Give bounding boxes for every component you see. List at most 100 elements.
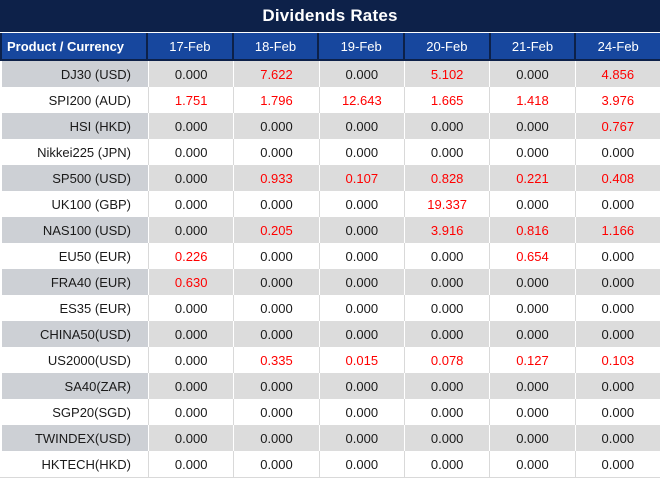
product-cell: UK100 (GBP) (51, 196, 131, 212)
product-cell: EU50 (EUR) (58, 248, 131, 264)
dividend-value-cell: 0.127 (489, 347, 575, 373)
product-cell: SPI200 (AUD) (48, 92, 131, 108)
column-header-date: 18-Feb (231, 33, 318, 59)
dividend-value-cell: 0.000 (403, 399, 490, 425)
dividend-value-cell: 0.221 (489, 165, 575, 191)
dividend-value-cell: 4.856 (574, 61, 660, 87)
dividend-value-cell: 0.335 (233, 347, 319, 373)
dividend-value-cell: 0.000 (318, 139, 404, 165)
column-header-date: 19-Feb (317, 33, 403, 59)
dividend-value-cell: 0.000 (489, 399, 575, 425)
dividend-value-cell: 0.000 (574, 139, 660, 165)
dividend-value-cell: 0.000 (403, 321, 490, 347)
dividend-value-cell: 0.000 (318, 295, 404, 321)
dividend-value-cell: 0.000 (403, 113, 490, 139)
table-row: TWINDEX(USD) 0.000 0.000 0.000 0.000 0.000 0.0… (0, 425, 660, 451)
table-title-text: Dividends Rates (262, 6, 398, 25)
dividend-value-cell: 0.000 (318, 269, 404, 295)
dividend-value-cell: 0.000 (574, 425, 660, 451)
dividend-value-cell: 0.000 (233, 295, 319, 321)
dividend-value-cell: 0.000 (574, 295, 660, 321)
dividend-value-cell: 0.654 (489, 243, 575, 269)
product-cell: TWINDEX(USD) (2, 425, 148, 451)
table-row: EU50 (EUR) 0.226 0.000 0.000 0.000 0.654 0.000 (0, 243, 660, 269)
dividend-value-cell: 0.000 (403, 139, 490, 165)
dividend-value-cell: 0.000 (489, 425, 575, 451)
dividend-value-cell: 0.000 (233, 243, 319, 269)
dividend-value-cell: 1.796 (233, 87, 319, 113)
table-row: SGP20(SGD) 0.000 0.000 0.000 0.000 0.000 0.000 (0, 399, 660, 425)
column-header-date: 21-Feb (488, 33, 575, 59)
dividend-value-cell: 3.976 (574, 87, 660, 113)
dividend-value-cell: 1.166 (574, 217, 660, 243)
dividend-value-cell: 0.000 (403, 269, 490, 295)
dividend-value-cell: 0.000 (148, 321, 234, 347)
dividend-value-cell: 0.408 (574, 165, 660, 191)
dividend-value-cell: 0.933 (233, 165, 319, 191)
table-body: DJ30 (USD) 0.000 7.622 0.000 5.102 0.000 4.856… (0, 61, 660, 477)
dividend-value-cell: 0.000 (233, 425, 319, 451)
dividend-value-cell: 0.000 (148, 113, 234, 139)
dividend-value-cell: 0.000 (318, 217, 404, 243)
product-cell: Nikkei225 (JPN) (37, 144, 131, 160)
table-row: FRA40 (EUR) 0.630 0.000 0.000 0.000 0.000 0.00… (0, 269, 660, 295)
dividend-value-cell: 19.337 (403, 191, 490, 217)
dividend-value-cell: 0.015 (318, 347, 404, 373)
dividend-value-cell: 1.665 (403, 87, 490, 113)
product-cell: SGP20(SGD) (52, 404, 131, 420)
table-row: UK100 (GBP) 0.000 0.000 0.000 19.337 0.000 0.0… (0, 191, 660, 217)
dividend-value-cell: 0.000 (574, 243, 660, 269)
dividend-value-cell: 0.078 (403, 347, 490, 373)
product-cell: FRA40 (EUR) (2, 269, 148, 295)
dividend-value-cell: 0.000 (148, 217, 234, 243)
dividend-value-cell: 0.000 (489, 295, 575, 321)
dividend-value-cell: 1.751 (148, 87, 234, 113)
dividend-value-cell: 1.418 (489, 87, 575, 113)
product-cell: HSI (HKD) (2, 113, 148, 139)
column-header-date: 17-Feb (146, 33, 232, 59)
column-header-product-currency: Product / Currency (0, 33, 146, 59)
dividend-value-cell: 0.000 (148, 425, 234, 451)
dividend-value-cell: 0.107 (318, 165, 404, 191)
dividend-value-cell: 7.622 (233, 61, 319, 87)
dividend-value-cell: 0.000 (403, 295, 490, 321)
dividend-value-cell: 0.000 (148, 373, 234, 399)
dividend-value-cell: 0.000 (489, 61, 575, 87)
dividend-value-cell: 0.000 (318, 243, 404, 269)
dividend-value-cell: 0.000 (403, 243, 490, 269)
dividend-value-cell: 0.000 (148, 399, 234, 425)
table-row: SP500 (USD) 0.000 0.933 0.107 0.828 0.221 0.40… (0, 165, 660, 191)
table-row: SA40(ZAR) 0.000 0.000 0.000 0.000 0.000 0.000 (0, 373, 660, 399)
dividend-value-cell: 0.000 (489, 139, 575, 165)
dividend-value-cell: 0.000 (318, 113, 404, 139)
dividend-value-cell: 0.000 (403, 451, 490, 477)
dividend-value-cell: 0.000 (233, 321, 319, 347)
dividend-value-cell: 0.000 (489, 451, 575, 477)
dividend-value-cell: 0.000 (574, 451, 660, 477)
product-cell: US2000(USD) (47, 352, 131, 368)
table-row: HSI (HKD) 0.000 0.000 0.000 0.000 0.000 0.767 (0, 113, 660, 139)
dividend-value-cell: 0.000 (148, 451, 234, 477)
dividend-value-cell: 0.000 (318, 399, 404, 425)
dividend-value-cell: 0.000 (233, 191, 319, 217)
product-cell: DJ30 (USD) (2, 61, 148, 87)
dividend-value-cell: 0.000 (233, 373, 319, 399)
product-cell: ES35 (EUR) (59, 300, 131, 316)
dividend-value-cell: 0.000 (574, 191, 660, 217)
dividend-value-cell: 0.103 (574, 347, 660, 373)
dividend-value-cell: 0.000 (318, 191, 404, 217)
dividend-value-cell: 0.000 (574, 321, 660, 347)
dividend-value-cell: 0.000 (318, 425, 404, 451)
table-row: US2000(USD) 0.000 0.335 0.015 0.078 0.127 0.10… (0, 347, 660, 373)
dividend-value-cell: 0.000 (233, 451, 319, 477)
dividend-value-cell: 0.000 (574, 269, 660, 295)
dividend-value-cell: 0.000 (233, 269, 319, 295)
product-cell: SA40(ZAR) (2, 373, 148, 399)
product-cell: HKTECH(HKD) (41, 456, 131, 472)
table-row: Nikkei225 (JPN) 0.000 0.000 0.000 0.000 0.000… (0, 139, 660, 165)
dividend-value-cell: 0.000 (148, 139, 234, 165)
dividend-value-cell: 0.000 (489, 321, 575, 347)
dividend-value-cell: 0.000 (148, 295, 234, 321)
dividend-value-cell: 0.000 (148, 61, 234, 87)
dividend-value-cell: 0.226 (148, 243, 234, 269)
